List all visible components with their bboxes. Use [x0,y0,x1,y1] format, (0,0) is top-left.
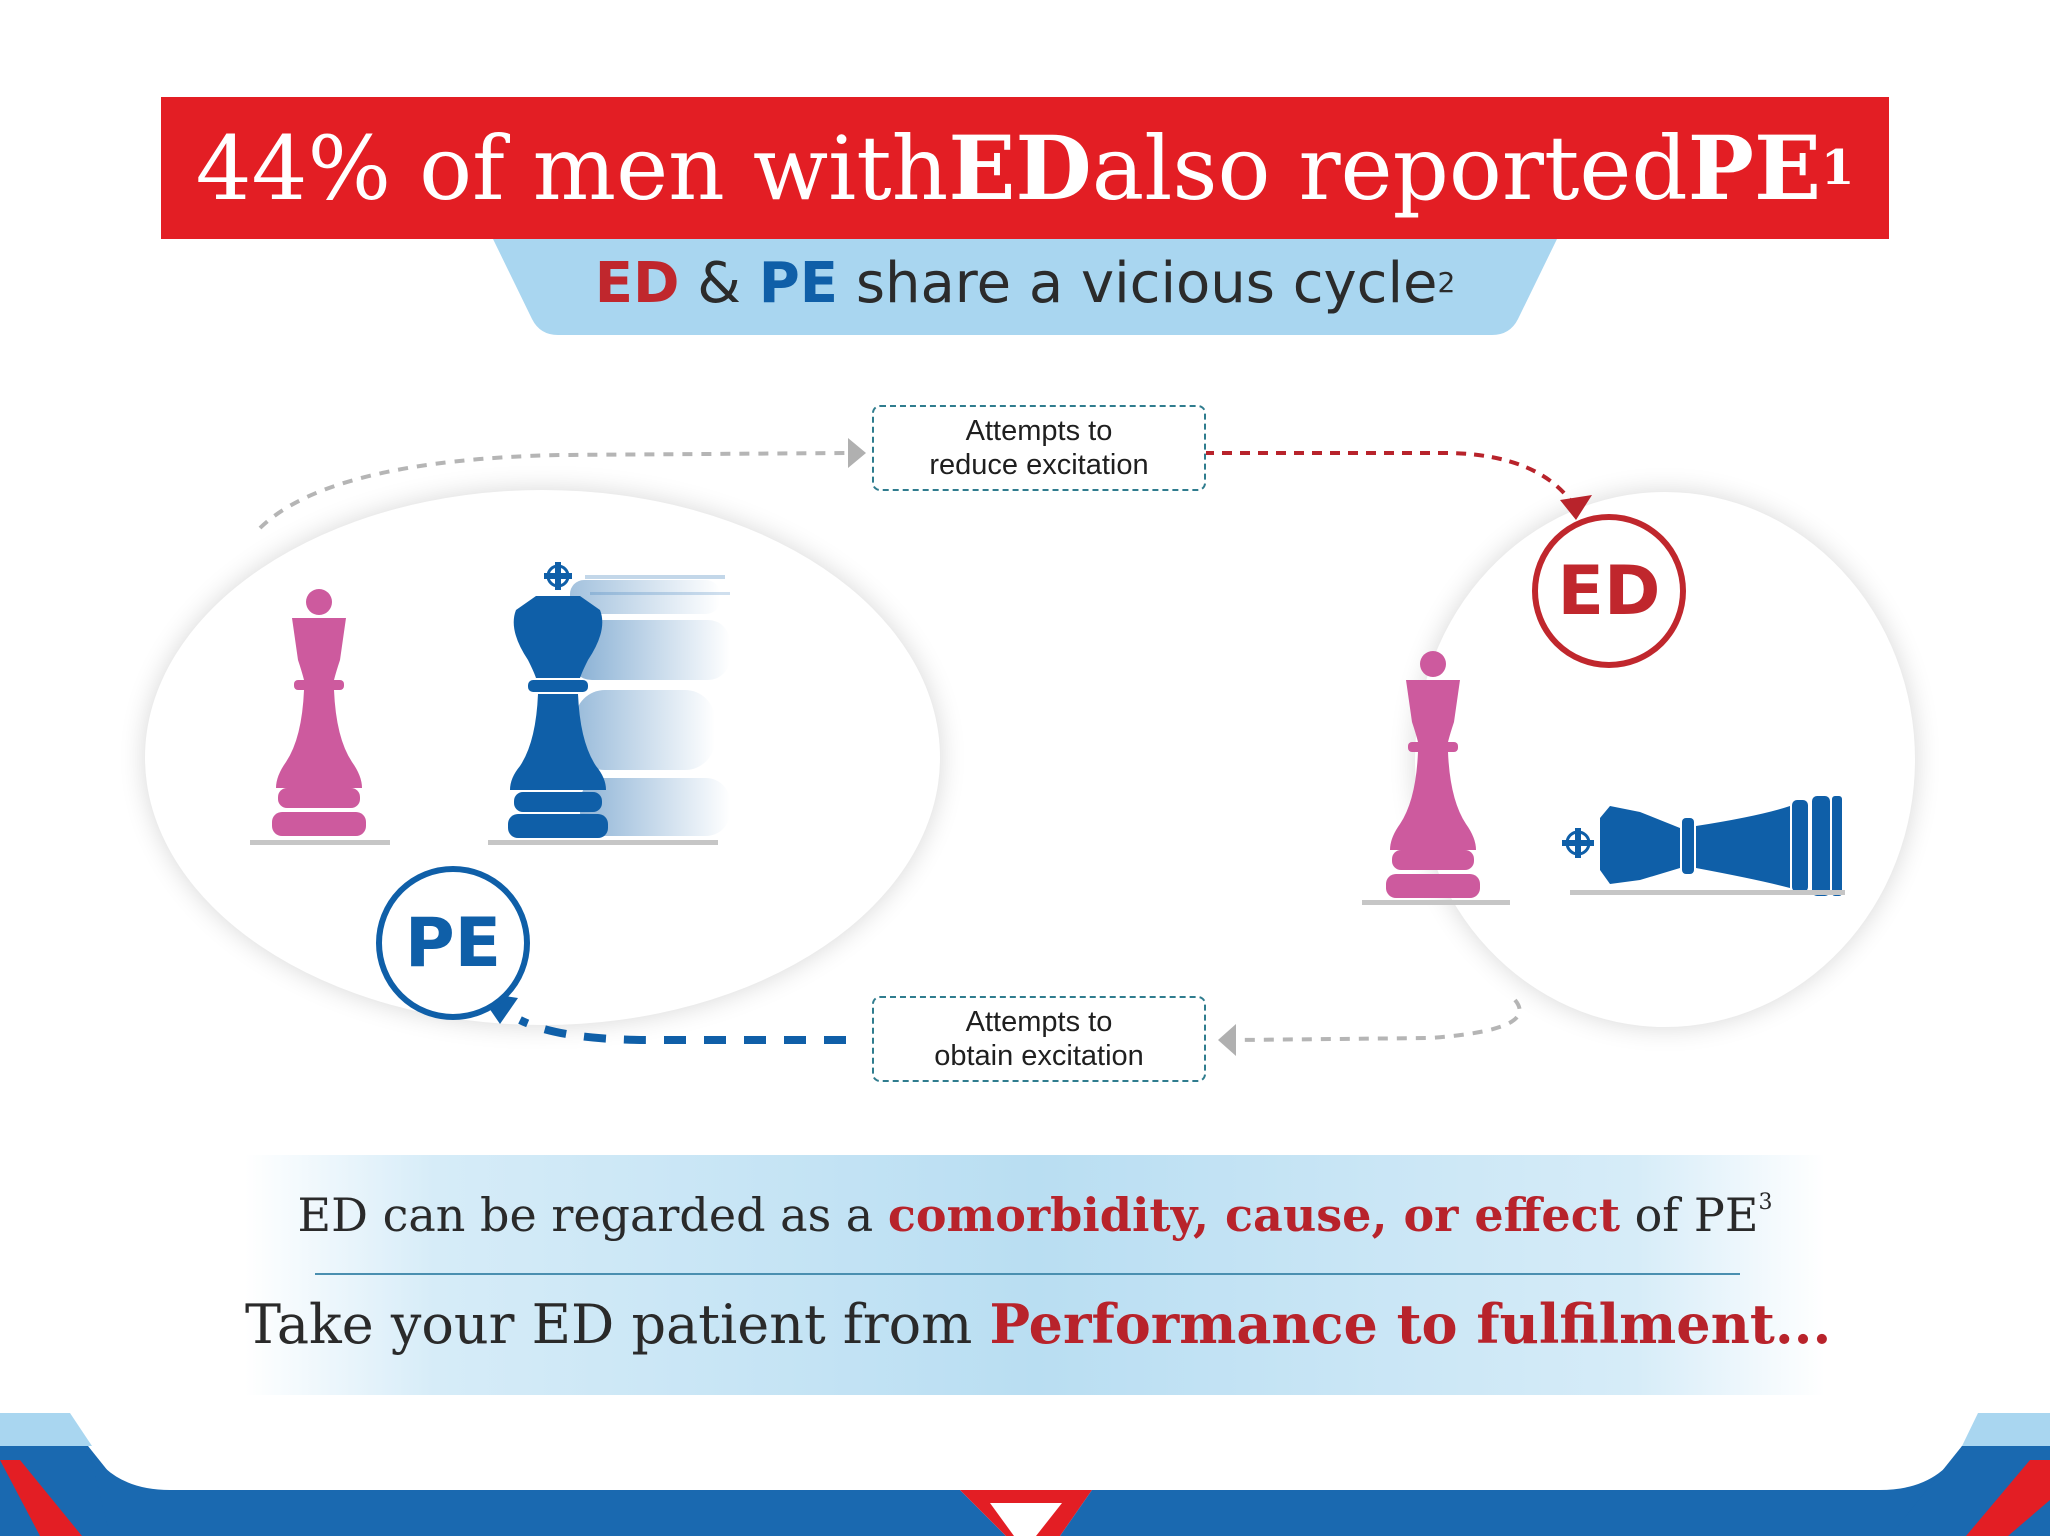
queen-pink-left-icon [250,589,390,845]
ed-circle-label: ED [1532,514,1686,668]
obtain-excitation-line-2: obtain excitation [934,1040,1144,1072]
statement-text-2: of PE [1619,1188,1759,1242]
tagline: Take your ED patient from Performance to… [245,1292,1831,1356]
statement-ref: 3 [1758,1190,1773,1215]
subtitle-amp: & [679,250,759,316]
subtitle: ED & PE share a vicious cycle 2 [594,250,1456,316]
top-arrow [258,438,1592,530]
subtitle-pe: PE [758,250,839,316]
reduce-excitation-line-2: reduce excitation [929,449,1149,481]
comorbidity-statement: ED can be regarded as a comorbidity, cau… [245,1188,1825,1242]
king-blue-fallen-icon [1562,796,1845,896]
subtitle-ed: ED [594,250,680,316]
subtitle-rest: share a vicious cycle [838,250,1438,316]
headline-ed: ED [948,116,1092,220]
motion-blur [570,575,730,836]
tagline-highlight: Performance to fulfilment... [989,1292,1832,1356]
headline-pe: PE [1687,116,1822,220]
obtain-excitation-box: Attempts to obtain excitation [872,996,1206,1082]
headline-text-1: 44% of men with [195,116,949,220]
statement-highlight: comorbidity, cause, or effect [887,1188,1620,1242]
headline-text-2: also reported [1091,116,1688,220]
pe-circle-label: PE [376,866,530,1020]
reduce-excitation-box: Attempts to reduce excitation [872,405,1206,491]
tagline-text: Take your ED patient from [245,1293,990,1356]
subtitle-tab [493,239,1557,335]
info-band [245,1155,1825,1395]
info-divider [315,1273,1740,1275]
obtain-excitation-line-1: Attempts to [965,1006,1113,1038]
statement-text-1: ED can be regarded as a [297,1188,888,1242]
queen-pink-right-icon [1362,651,1510,905]
headline-banner: 44% of men with ED also reported PE 1 [161,97,1889,239]
king-blue-standing-icon [488,562,718,845]
reduce-excitation-line-1: Attempts to [965,415,1113,447]
